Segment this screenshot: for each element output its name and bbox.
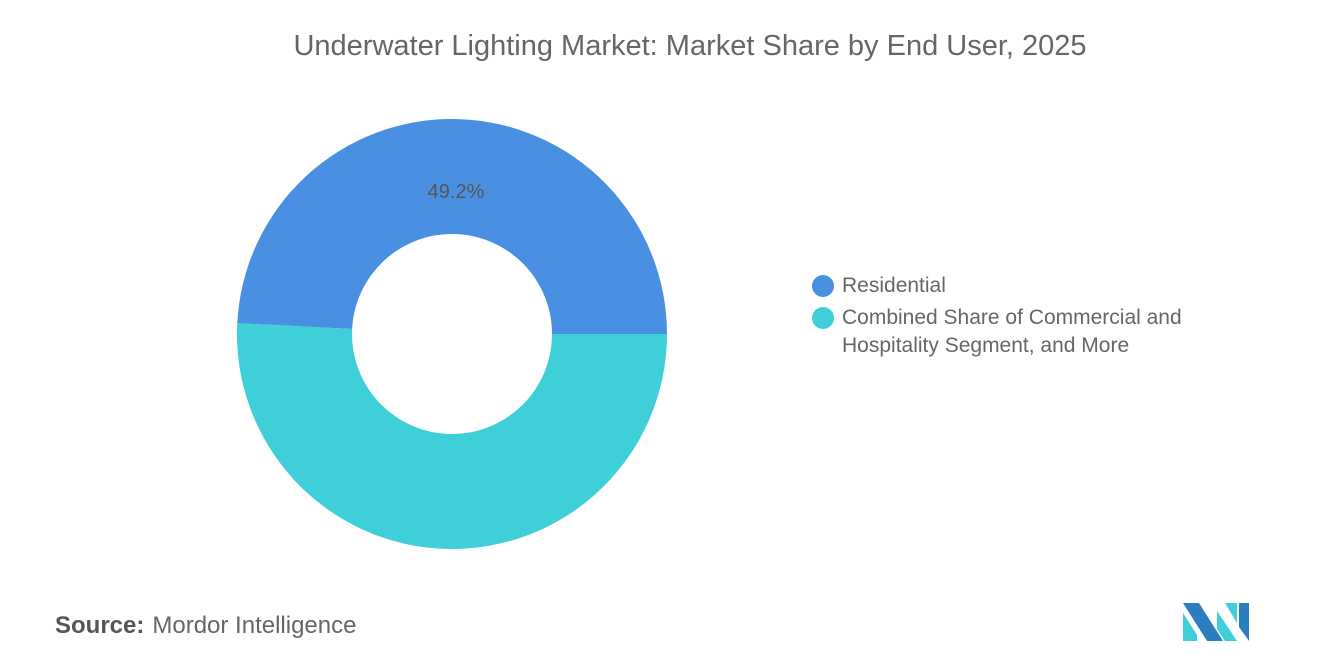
donut-slice-1	[237, 323, 667, 549]
mordor-logo	[1183, 603, 1249, 641]
source: Source: Mordor Intelligence	[55, 612, 356, 640]
legend-item-residential: Residential	[812, 272, 1222, 300]
legend: Residential Combined Share of Commercial…	[812, 272, 1222, 364]
legend-item-combined: Combined Share of Commercial and Hospita…	[812, 304, 1222, 360]
source-label: Source:	[55, 612, 145, 639]
legend-label: Residential	[842, 274, 946, 297]
legend-marker	[812, 307, 834, 329]
donut-slice-0	[237, 119, 668, 334]
chart-title: Underwater Lighting Market: Market Share…	[293, 30, 1087, 62]
legend-label: Combined Share of Commercial and Hospita…	[842, 306, 1182, 357]
data-label: 49.2%	[428, 181, 485, 203]
legend-marker	[812, 275, 834, 297]
source-value: Mordor Intelligence	[152, 612, 357, 639]
